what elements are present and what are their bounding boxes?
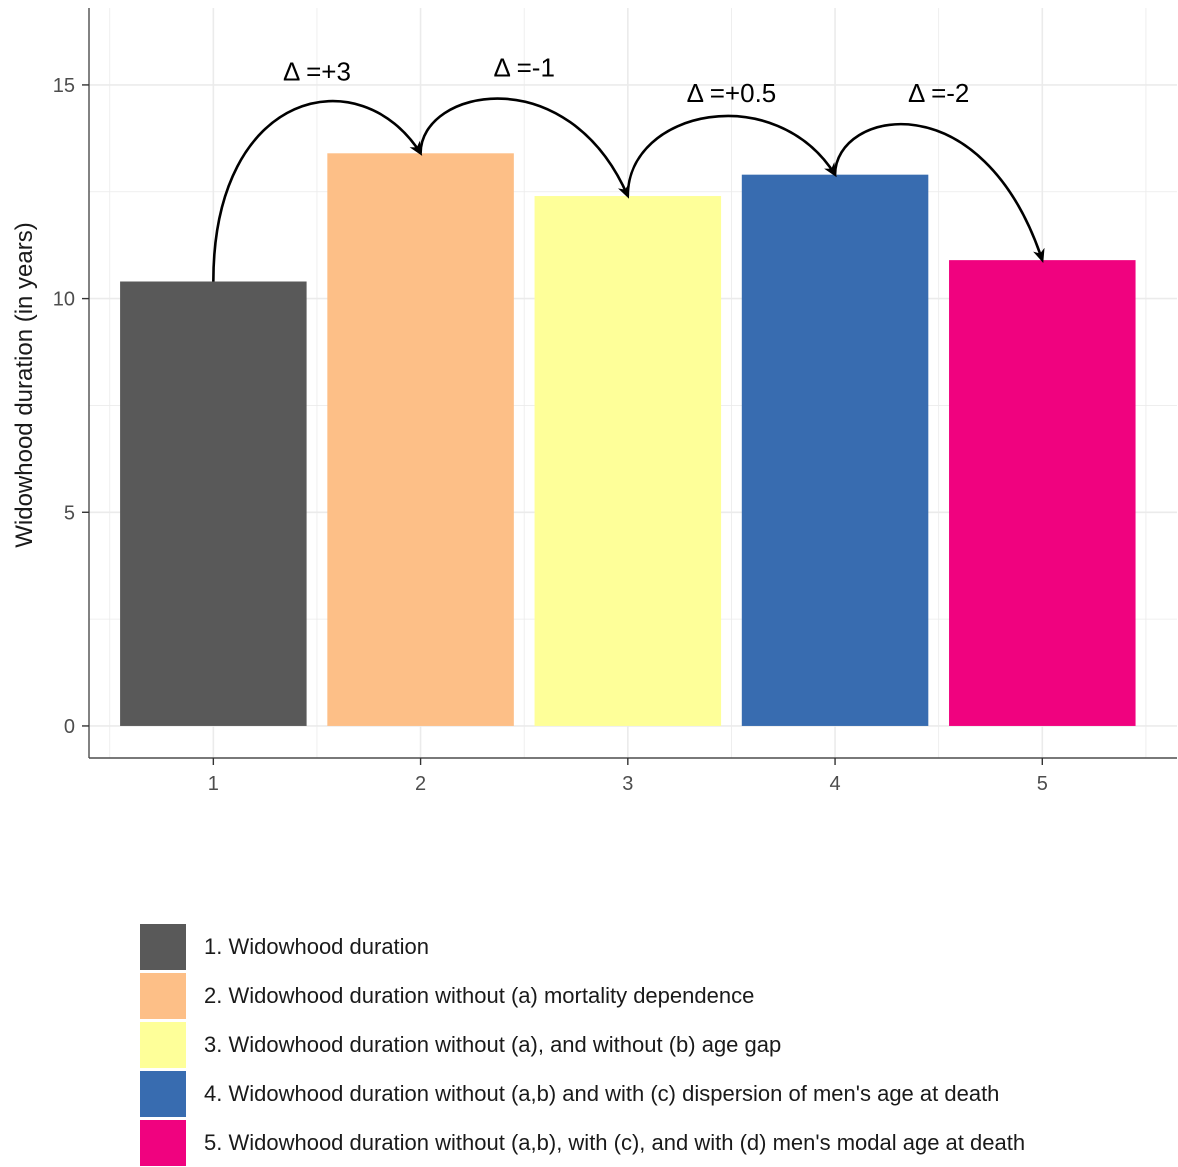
y-tick-label: 10 <box>53 289 75 311</box>
legend-label: 4. Widowhood duration without (a,b) and … <box>204 1080 1000 1106</box>
legend-key <box>140 972 186 1019</box>
legend-label: 5. Widowhood duration without (a,b), wit… <box>204 1129 1026 1155</box>
delta-label-1: Δ =+3 <box>283 57 351 87</box>
bar-4 <box>741 174 929 726</box>
legend-item: 2. Widowhood duration without (a) mortal… <box>140 971 1025 1020</box>
x-tick-label: 5 <box>1037 773 1048 795</box>
legend-item: 5. Widowhood duration without (a,b), wit… <box>140 1118 1025 1167</box>
legend-key <box>140 1070 186 1117</box>
bar-3 <box>534 196 722 726</box>
legend-key <box>140 1119 186 1166</box>
bar-1 <box>120 281 307 726</box>
legend-item: 4. Widowhood duration without (a,b) and … <box>140 1069 1025 1118</box>
delta-arrow-3 <box>626 114 837 197</box>
y-tick-label: 5 <box>64 502 75 524</box>
bar-2 <box>327 153 514 726</box>
bar-5 <box>949 260 1136 726</box>
y-tick-label: 0 <box>64 716 75 738</box>
y-tick-label: 15 <box>53 75 75 97</box>
legend-key <box>140 923 186 970</box>
x-tick-label: 1 <box>208 773 219 795</box>
y-axis-title: Widowhood duration (in years) <box>11 222 38 548</box>
x-tick-label: 4 <box>829 773 840 795</box>
chart: Δ =+3 Δ =-1 Δ =+0.5 Δ =-2 0 5 10 15 1 2 3 4 5 Widow… <box>11 8 1177 795</box>
delta-label-3: Δ =+0.5 <box>687 78 777 108</box>
delta-arrow-1 <box>212 99 423 282</box>
legend-item: 3. Widowhood duration without (a), and w… <box>140 1020 1025 1069</box>
x-tick-label: 2 <box>415 773 426 795</box>
legend-item: 1. Widowhood duration <box>140 922 1025 971</box>
legend-label: 1. Widowhood duration <box>204 933 430 959</box>
delta-label-2: Δ =-1 <box>493 52 554 82</box>
x-tick-label: 3 <box>622 773 633 795</box>
delta-arrow-2 <box>419 97 630 199</box>
delta-arrow-4 <box>833 122 1045 263</box>
delta-label-4: Δ =-2 <box>908 78 969 108</box>
legend-key <box>140 1021 186 1068</box>
legend-label: 2. Widowhood duration without (a) mortal… <box>204 982 755 1008</box>
legend-label: 3. Widowhood duration without (a), and w… <box>204 1031 782 1057</box>
legend: 1. Widowhood duration 2. Widowhood durati… <box>140 922 1025 1167</box>
